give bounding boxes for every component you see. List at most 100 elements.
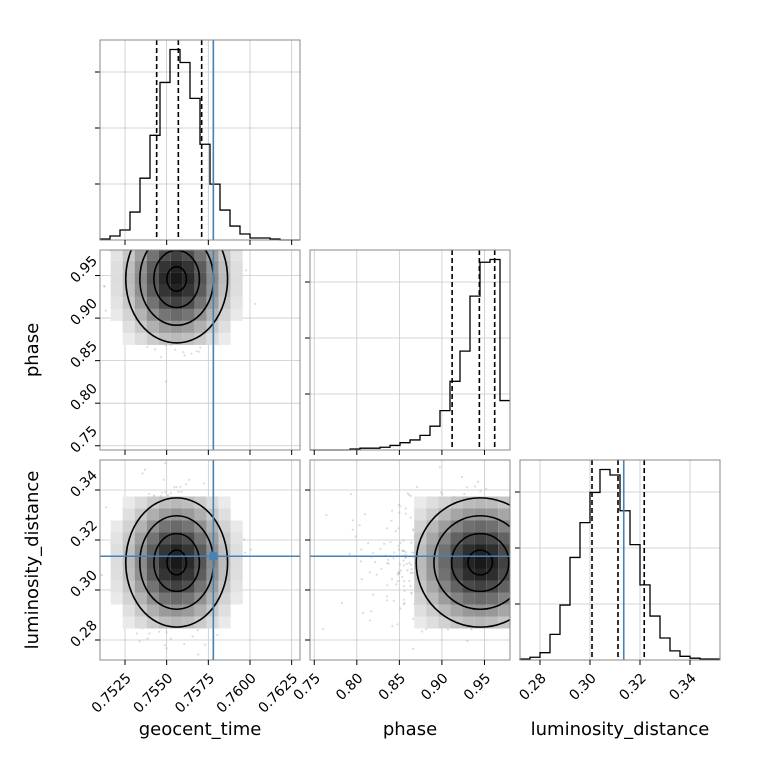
scatter-point [399, 607, 402, 610]
scatter-point [404, 507, 407, 510]
density-cell [194, 508, 207, 521]
scatter-point [463, 492, 466, 496]
scatter-point [105, 506, 108, 509]
scatter-point [385, 595, 388, 598]
scatter-point [397, 572, 400, 575]
scatter-point [402, 598, 405, 601]
scatter-point [162, 478, 165, 481]
density-cell [230, 568, 243, 581]
scatter-point [164, 462, 167, 465]
scatter-point [158, 630, 161, 633]
density-cell [122, 568, 135, 581]
panel-frame [99, 39, 301, 241]
scatter-point [401, 549, 404, 552]
scatter-point [169, 492, 172, 495]
density-cell [194, 556, 207, 569]
scatter-point [396, 573, 399, 576]
density-cells [110, 496, 243, 629]
density-cell [230, 556, 243, 569]
scatter-point [408, 579, 411, 583]
scatter-point [182, 351, 185, 354]
density-cell [122, 616, 135, 629]
scatter-point [408, 561, 411, 565]
density-cell [146, 544, 159, 557]
scatter-point [349, 493, 352, 496]
density-cell [438, 568, 451, 581]
scatter-point [391, 509, 394, 512]
scatter-point [409, 585, 412, 588]
density-cell [170, 616, 183, 629]
scatter-point [154, 348, 157, 351]
scatter-point [163, 644, 166, 647]
density-cell [414, 592, 427, 605]
density-cell [194, 604, 207, 617]
contour-level-4 [166, 549, 188, 576]
density-cell [110, 260, 123, 273]
scatter-point [402, 564, 406, 567]
y-axis-label-luminosity-distance: luminosity_distance [22, 471, 43, 650]
scatter-point [348, 552, 351, 556]
density-cell [170, 592, 183, 605]
density-cell [170, 556, 183, 569]
density-cell [194, 332, 207, 345]
scatter-point [412, 647, 415, 650]
density-cell [230, 532, 243, 545]
density-cell [486, 592, 499, 605]
density-cell [474, 616, 487, 629]
scatter-point [479, 490, 482, 493]
density-cell [474, 508, 487, 521]
density-cell [158, 568, 171, 581]
scatter-point [403, 580, 406, 583]
panels: 0.28 0.30 0.32 0.340.750.800.850.900.950.75… [68, 39, 721, 716]
density-cell [474, 532, 487, 545]
density-cell [218, 556, 231, 569]
density-cell [218, 592, 231, 605]
density-cell [122, 592, 135, 605]
density-cell [110, 296, 123, 309]
scatter-point [461, 475, 464, 479]
density-cell [182, 592, 195, 605]
density-cell [426, 532, 439, 545]
panel-content [100, 250, 300, 450]
scatter-point [358, 524, 361, 527]
density-cell [110, 250, 123, 261]
density-cell [182, 284, 195, 297]
density-cell [438, 616, 451, 629]
density-cell [230, 272, 243, 285]
scatter-point [396, 623, 399, 626]
density-cell [134, 320, 147, 333]
density-cell [158, 260, 171, 273]
scatter-point [164, 380, 167, 383]
scatter-point [369, 619, 372, 622]
density-cell [110, 568, 123, 581]
density-cell [218, 272, 231, 285]
density-cell [218, 284, 231, 297]
density-cell [218, 544, 231, 557]
density-cell [218, 308, 231, 321]
scatter-point [322, 628, 325, 631]
density-cell [122, 604, 135, 617]
density-cell [158, 520, 171, 533]
density-cell [438, 544, 451, 557]
scatter-point [410, 563, 413, 566]
density-cell [182, 308, 195, 321]
density-cell [414, 604, 427, 617]
scatter-point [370, 610, 373, 613]
scatter-point [396, 580, 399, 583]
density-cell [122, 320, 135, 333]
contour-level-4 [467, 549, 494, 576]
panel-frame [309, 249, 511, 451]
density-cell [414, 508, 427, 521]
axis-labels: geocent_time phase luminosity_distance p… [22, 323, 709, 740]
scatter-point [204, 643, 207, 646]
scatter-point [399, 569, 402, 572]
density-cell [462, 592, 475, 605]
scatter-point [249, 548, 252, 551]
scatter-point [195, 350, 198, 353]
scatter-point [391, 625, 394, 628]
density-cell [182, 272, 195, 285]
density-cell [170, 508, 183, 521]
scatter-point [408, 493, 411, 496]
scatter-point [184, 483, 188, 486]
